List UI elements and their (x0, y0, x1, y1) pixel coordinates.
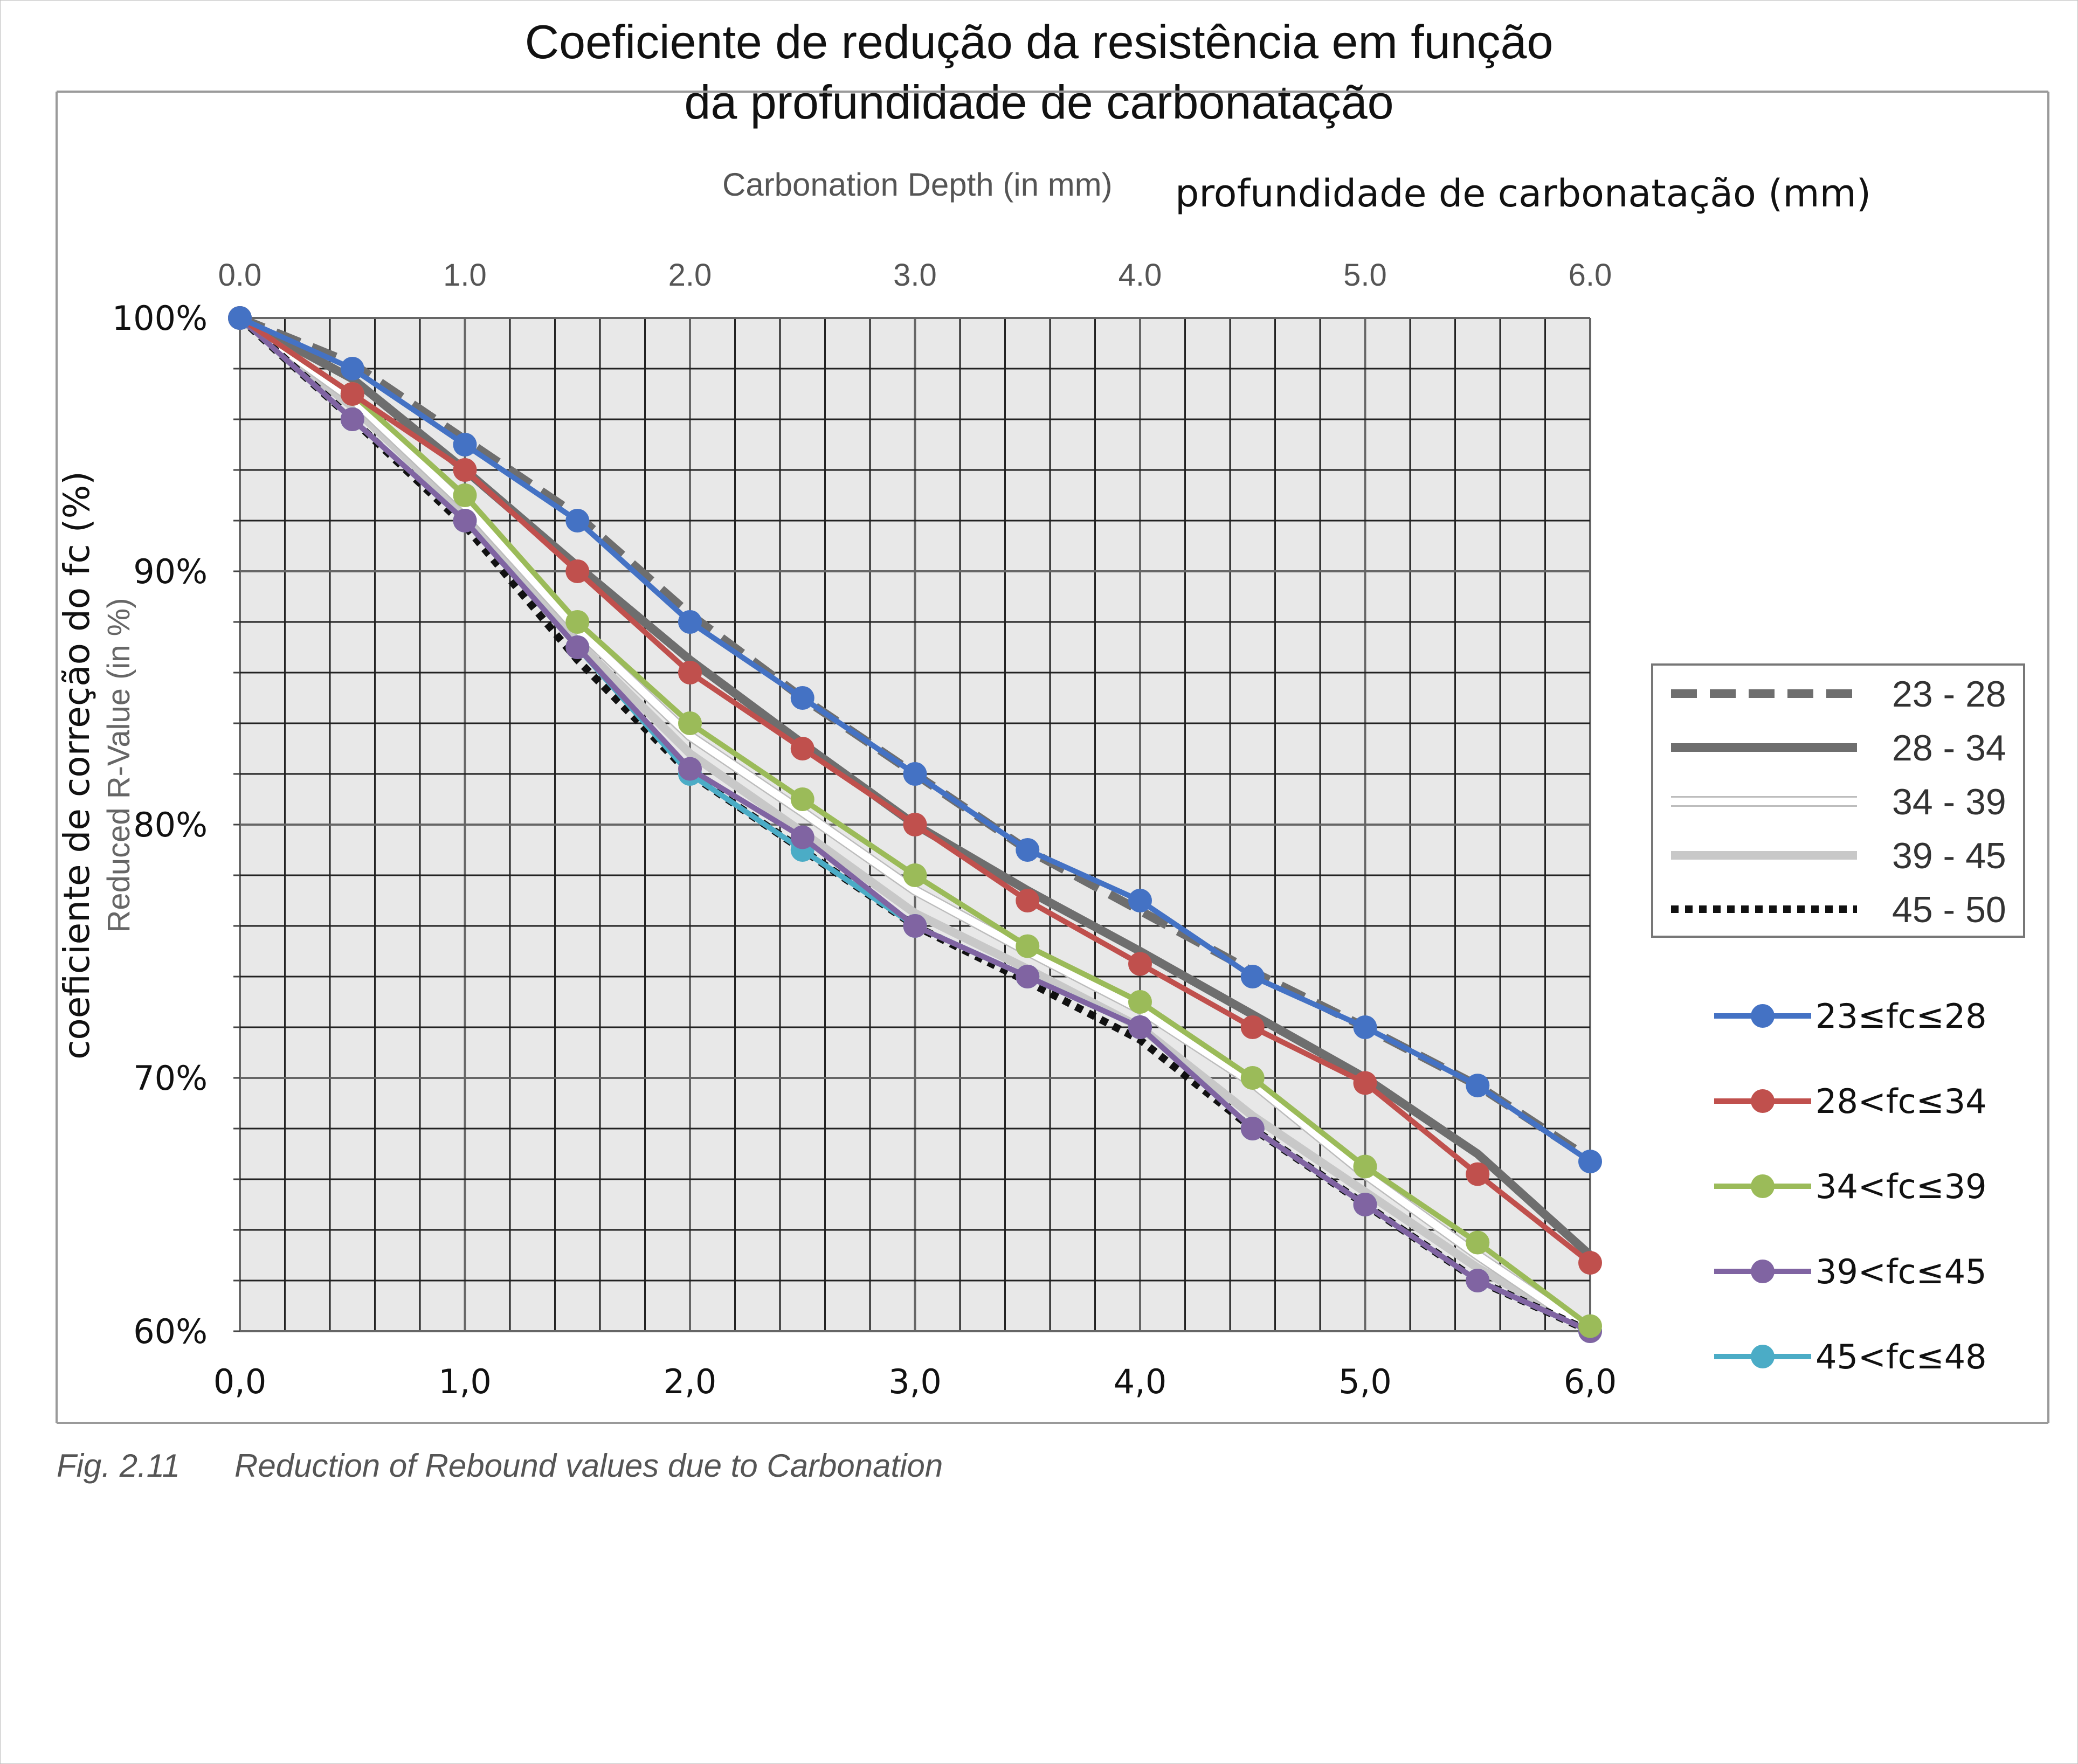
top-axis-tick-label: 3.0 (893, 258, 937, 293)
top-axis-tick-label: 5.0 (1343, 258, 1387, 293)
series-point (1578, 1150, 1602, 1174)
chart-title-line-2: da profundidade de carbonatação (684, 75, 1394, 129)
series-point (1128, 1015, 1152, 1039)
series-point (453, 483, 477, 507)
series-legend: 23≤fc≤28 28<fc≤34 34<fc≤39 39<fc≤45 45<fc≤48 (1714, 997, 1987, 1376)
y-axis-tick-label: 80% (133, 805, 208, 845)
series-point (678, 757, 702, 781)
bottom-axis-tick-label: 1,0 (438, 1362, 492, 1401)
series-point (1466, 1074, 1490, 1098)
series-point (1016, 838, 1040, 862)
series-point (1240, 1117, 1265, 1140)
series-point (1016, 889, 1040, 912)
reference-legend-label: 28 - 34 (1892, 728, 2006, 769)
top-axis-tick-label: 6.0 (1569, 258, 1612, 293)
series-point (1353, 1193, 1377, 1216)
reference-legend: 23 - 28 28 - 34 34 - 39 39 - 45 45 - 50 (1651, 663, 2025, 938)
series-legend-marker (1751, 1004, 1775, 1028)
series-point (1240, 1066, 1265, 1090)
series-point (903, 762, 927, 786)
series-point (790, 787, 814, 811)
reference-legend-label: 39 - 45 (1892, 835, 2006, 876)
series-point (1466, 1269, 1490, 1292)
top-axis-tick-label: 2.0 (668, 258, 712, 293)
data-series (228, 306, 1602, 1343)
series-point (228, 306, 252, 330)
series-point (565, 559, 590, 583)
top-axis-label-en: Carbonation Depth (in mm) (722, 167, 1113, 203)
series-point (903, 863, 927, 887)
series-legend-marker (1751, 1260, 1775, 1283)
series-point (340, 357, 364, 381)
series-legend-label: 39<fc≤45 (1815, 1252, 1987, 1291)
figure-caption-number: Fig. 2.11 (57, 1448, 181, 1484)
series-point (790, 825, 814, 849)
y-axis-tick-label: 90% (133, 552, 208, 591)
series-point (1128, 990, 1152, 1014)
bottom-axis-tick-label: 3,0 (888, 1362, 942, 1401)
bottom-axis-tick-label: 2,0 (664, 1362, 717, 1401)
series-point (565, 635, 590, 659)
series-legend-marker (1751, 1174, 1775, 1198)
y-axis-tick-label: 100% (112, 299, 208, 338)
series-point (1353, 1154, 1377, 1179)
top-axis-tick-label: 0.0 (218, 258, 262, 293)
y-axis-tick-label: 60% (133, 1312, 208, 1351)
series-legend-marker (1751, 1089, 1775, 1113)
series-point (565, 509, 590, 532)
series-point (565, 610, 590, 634)
y-axis-label-pt: coeficiente de correção do fc (%) (56, 471, 98, 1060)
tick-labels: 0.0 1.0 2.0 3.0 4.0 5.0 6.0 0,0 1,0 2,0 3,0 4,0 5,0 6… (112, 258, 1617, 1401)
series-point (1016, 934, 1040, 958)
reference-legend-label: 23 - 28 (1892, 674, 2006, 715)
series-point (340, 382, 364, 406)
series-point (1240, 965, 1265, 988)
bottom-axis-tick-label: 5,0 (1338, 1362, 1392, 1401)
series-legend-label: 28<fc≤34 (1815, 1082, 1987, 1121)
series-legend-label: 23≤fc≤28 (1815, 997, 1987, 1036)
figure-caption-text: Reduction of Rebound values due to Carbo… (234, 1448, 943, 1484)
top-axis-tick-label: 4.0 (1119, 258, 1162, 293)
top-axis-label-pt: profundidade de carbonatação (mm) (1175, 171, 1872, 216)
series-legend-marker (1751, 1345, 1775, 1368)
series-point (1353, 1015, 1377, 1039)
series-legend-label: 34<fc≤39 (1815, 1167, 1987, 1206)
series-legend-label: 45<fc≤48 (1815, 1337, 1987, 1376)
series-point (1128, 889, 1152, 912)
series-point (1578, 1314, 1602, 1338)
series-point (678, 661, 702, 684)
bottom-axis-tick-label: 0,0 (213, 1362, 267, 1401)
series-point (1578, 1251, 1602, 1275)
series-point (1128, 952, 1152, 976)
bottom-axis-tick-label: 4,0 (1114, 1362, 1167, 1401)
y-axis-tick-label: 70% (133, 1059, 208, 1098)
y-axis-label-en: Reduced R-Value (in %) (101, 598, 136, 932)
series-point (903, 813, 927, 836)
series-point (790, 737, 814, 760)
series-point (1466, 1230, 1490, 1255)
series-point (453, 509, 477, 532)
reference-legend-label: 45 - 50 (1892, 889, 2006, 930)
chart-title-line-1: Coeficiente de redução da resistência em… (524, 15, 1554, 68)
series-point (453, 433, 477, 456)
reference-legend-label: 34 - 39 (1892, 781, 2006, 822)
series-point (1240, 1015, 1265, 1039)
top-axis-tick-label: 1.0 (443, 258, 487, 293)
series-point (678, 610, 702, 634)
series-point (340, 407, 364, 431)
series-point (453, 458, 477, 482)
series-point (1353, 1071, 1377, 1095)
series-point (903, 914, 927, 938)
series-point (678, 711, 702, 735)
series-point (1466, 1162, 1490, 1186)
series-point (1016, 965, 1040, 988)
series-point (790, 686, 814, 710)
bottom-axis-tick-label: 6,0 (1564, 1362, 1617, 1401)
